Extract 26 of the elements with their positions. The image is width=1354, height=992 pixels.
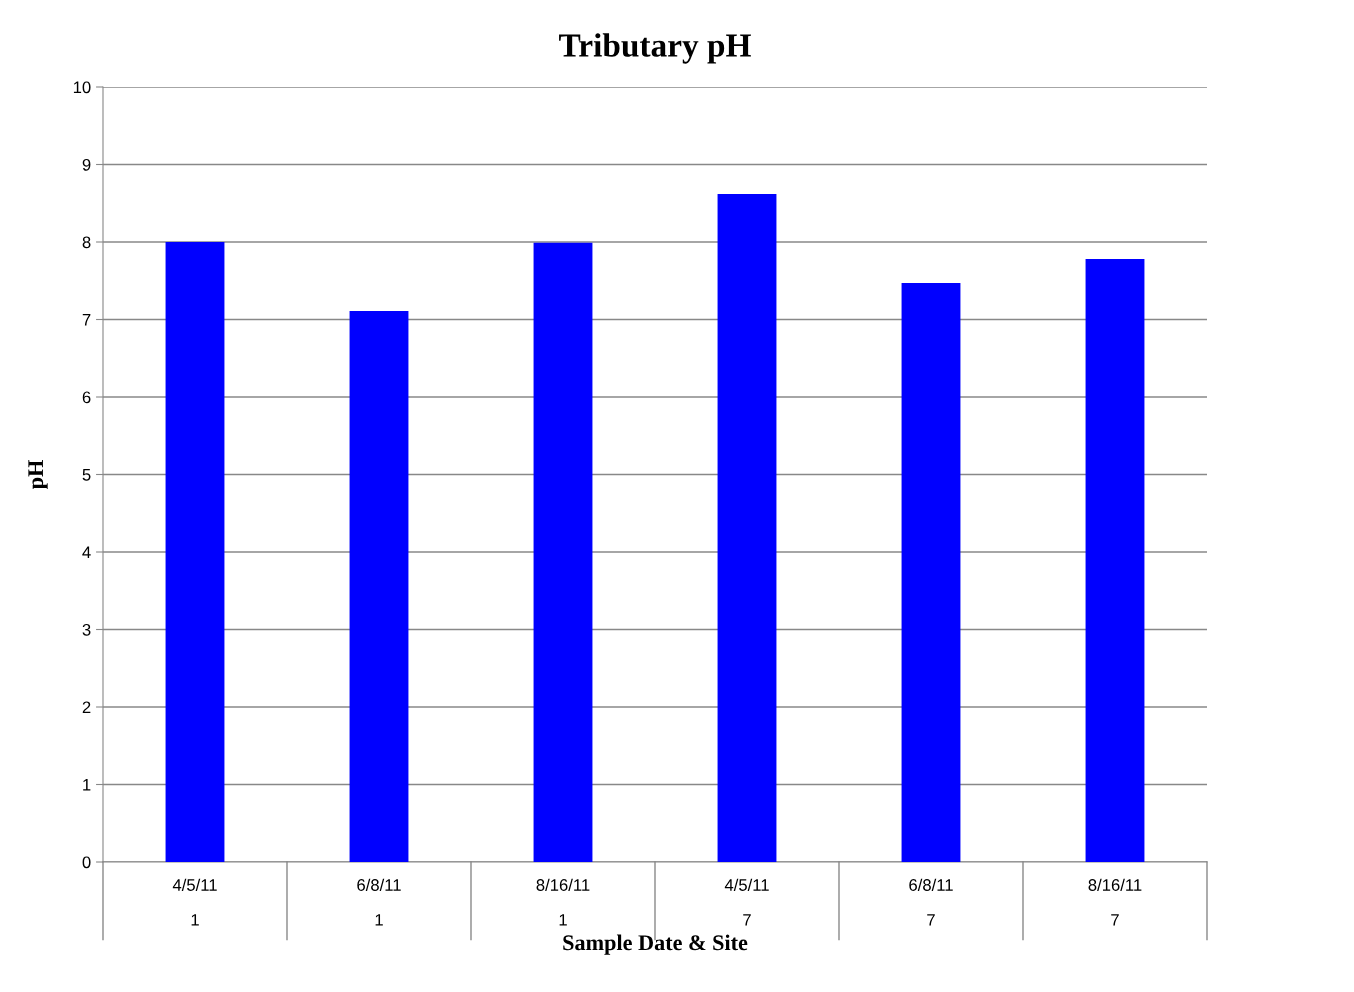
y-tick-label: 2 xyxy=(82,701,91,714)
category-label: 6/8/11 7 xyxy=(909,878,953,926)
bar xyxy=(717,193,777,862)
y-tick-label: 8 xyxy=(82,236,91,249)
y-tick-label: 1 xyxy=(83,779,91,791)
bar xyxy=(901,283,961,862)
bar xyxy=(165,242,225,862)
category-label: 8/16/11 1 xyxy=(536,878,590,926)
y-tick-label: 0 xyxy=(82,856,91,869)
y-tick-label: 9 xyxy=(82,158,91,171)
category-label: 4/5/11 1 xyxy=(172,878,217,926)
bar xyxy=(533,242,593,862)
bar xyxy=(349,310,409,862)
bar xyxy=(1085,259,1145,862)
y-tick-label: 6 xyxy=(82,391,91,404)
x-axis-title: Sample Date & Site xyxy=(563,934,748,955)
category-label: 8/16/11 7 xyxy=(1088,878,1142,926)
chart-title: Tributary pH xyxy=(559,33,751,64)
y-tick-label: 3 xyxy=(82,623,91,636)
category-label: 6/8/11 1 xyxy=(357,878,401,926)
y-tick-label: 7 xyxy=(82,314,91,326)
y-tick-label: 10 xyxy=(73,81,91,94)
y-axis-title: pH xyxy=(28,460,48,490)
category-label: 4/5/11 7 xyxy=(724,878,769,926)
y-tick-label: 4 xyxy=(82,546,91,559)
y-tick-label: 5 xyxy=(82,469,91,481)
